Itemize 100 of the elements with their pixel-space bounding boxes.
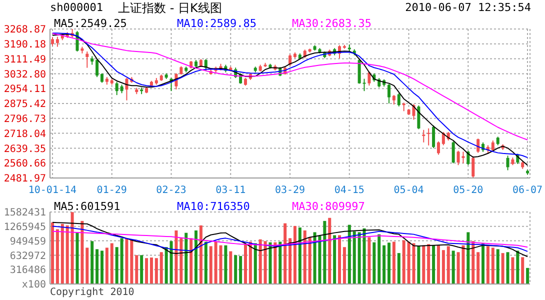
candlestick (392, 94, 396, 106)
x-tick-label: 02-23 (156, 185, 186, 196)
bar (229, 251, 232, 284)
candlestick (432, 124, 436, 149)
candlestick (204, 58, 208, 72)
line-series (52, 230, 528, 248)
y-tick-label: 3190.18 (4, 39, 46, 50)
y-tick-label: 2954.11 (4, 84, 46, 96)
bar (308, 237, 312, 284)
bar (278, 242, 282, 284)
bar (120, 238, 124, 284)
y-tick-label: 1582431 (4, 208, 46, 219)
bar (496, 249, 500, 284)
candlestick (506, 155, 510, 171)
bar (526, 268, 530, 284)
candlestick (115, 81, 118, 96)
candlestick (56, 36, 59, 48)
bar (348, 224, 351, 284)
y-tick-label: 2639.35 (4, 144, 46, 155)
bar (90, 241, 94, 284)
x-tick-label: 04-15 (334, 185, 364, 196)
bar (125, 238, 128, 284)
bar (427, 244, 430, 284)
candlestick (362, 78, 366, 92)
text: 2010-06-07 12:35:54 (405, 1, 531, 14)
y-tick-label: 316486 (10, 265, 46, 276)
bar (105, 248, 108, 284)
bar (442, 250, 445, 284)
bar (170, 241, 173, 284)
x-tick-label: 10-01-14 (28, 185, 77, 196)
bar (70, 212, 74, 284)
bar (476, 252, 480, 284)
y-tick-label: 2718.04 (4, 128, 46, 140)
text: MA30:2683.35 (292, 17, 372, 30)
y-tick-label: 3268.87 (4, 24, 46, 36)
text: MA10:716350 (177, 200, 250, 213)
bar (397, 253, 400, 284)
line-series (52, 226, 528, 252)
bar (402, 240, 406, 284)
bar (446, 246, 450, 284)
bar (338, 235, 342, 284)
x-tick-label: 05-04 (394, 185, 424, 196)
candlestick (476, 138, 480, 154)
candlestick (288, 54, 292, 66)
bar (328, 218, 332, 284)
bar (333, 235, 336, 284)
y-tick-label: 2875.42 (4, 99, 46, 110)
candlestick (427, 128, 430, 146)
candlestick (442, 131, 445, 146)
bar (164, 247, 168, 284)
bar (199, 225, 202, 284)
candlestick (397, 92, 400, 107)
candlestick (452, 140, 455, 164)
candlestick (96, 58, 99, 78)
bar (382, 245, 386, 284)
bar (51, 222, 54, 284)
bar (392, 242, 396, 284)
y-tick-label: 632972 (10, 250, 46, 262)
bar (432, 245, 436, 284)
bar (60, 224, 64, 284)
bar (190, 238, 193, 284)
bar (352, 231, 356, 284)
bar (422, 245, 426, 284)
series-label: MA5:601591 (54, 200, 120, 213)
bar (100, 250, 104, 284)
bar (135, 255, 138, 284)
bar (254, 243, 257, 284)
bar (288, 238, 292, 284)
bar (303, 230, 306, 284)
bar (248, 242, 252, 284)
y-tick-label: 3111.49 (4, 54, 46, 66)
bar (244, 244, 247, 284)
bar (194, 230, 198, 284)
text: Copyright 2010 (50, 287, 134, 298)
bar (180, 238, 183, 284)
bar (466, 232, 470, 284)
y-tick-label: 3032.80 (4, 69, 46, 80)
candlestick (387, 84, 390, 104)
bar (516, 250, 520, 284)
bar (452, 250, 455, 284)
bar (506, 252, 510, 284)
bar (293, 226, 296, 284)
bar (482, 243, 485, 284)
x-tick-label: 01-29 (96, 185, 127, 196)
bar (80, 220, 84, 284)
bar (239, 256, 242, 284)
bar (66, 225, 69, 284)
bar (274, 242, 277, 284)
bar (491, 248, 494, 284)
bar (160, 252, 163, 284)
y-tick-label: 1265945 (4, 222, 46, 233)
bar (358, 232, 361, 284)
chart-subtitle: sh000001 (50, 1, 103, 14)
bar (264, 241, 267, 284)
candlestick (100, 72, 104, 84)
bar (342, 247, 346, 284)
bar (154, 258, 158, 284)
x-tick-label: 05-20 (453, 185, 484, 196)
bar (284, 223, 287, 284)
bar (511, 257, 514, 284)
